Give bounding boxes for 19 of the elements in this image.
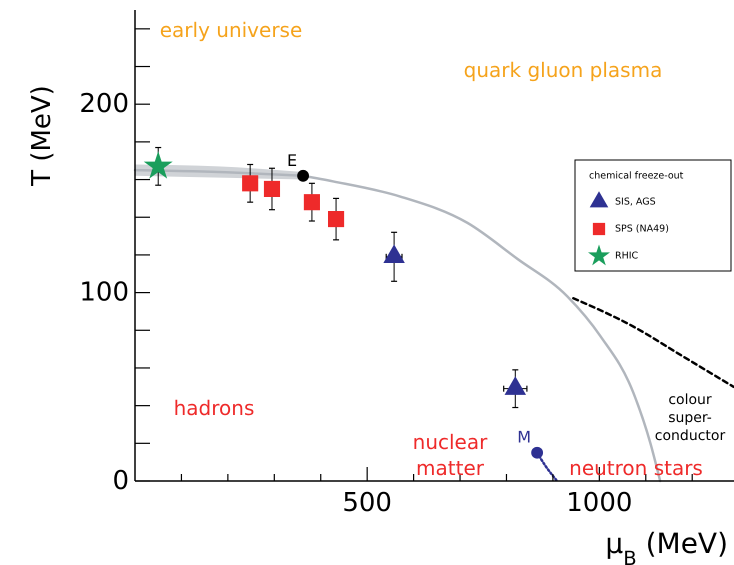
legend-title: chemical freeze-out [589, 170, 684, 182]
x-tick-label: 1000 [566, 488, 632, 518]
y-axis-title: T (MeV) [27, 85, 57, 187]
y-tick-label: 100 [79, 278, 129, 308]
legend-label: SPS (NA49) [615, 224, 669, 234]
legend-label: RHIC [615, 250, 639, 262]
annotation: M [517, 427, 532, 446]
y-tick-label: 200 [79, 89, 129, 120]
annotation: hadrons [174, 396, 254, 420]
legend-label: SIS, AGS [615, 196, 656, 208]
annotation: quark gluon plasma [464, 58, 662, 82]
x-axis-title: μ$_{B}$ (MeV) [605, 527, 728, 565]
annotation: neutron stars [569, 456, 703, 480]
annotation: E [286, 150, 298, 170]
annotation: colour super- conductor [654, 392, 726, 444]
y-tick-label: 0 [112, 466, 129, 496]
annotation: early universe [160, 18, 302, 42]
annotation: nuclear matter [412, 430, 488, 480]
x-tick-label: 500 [342, 488, 392, 518]
